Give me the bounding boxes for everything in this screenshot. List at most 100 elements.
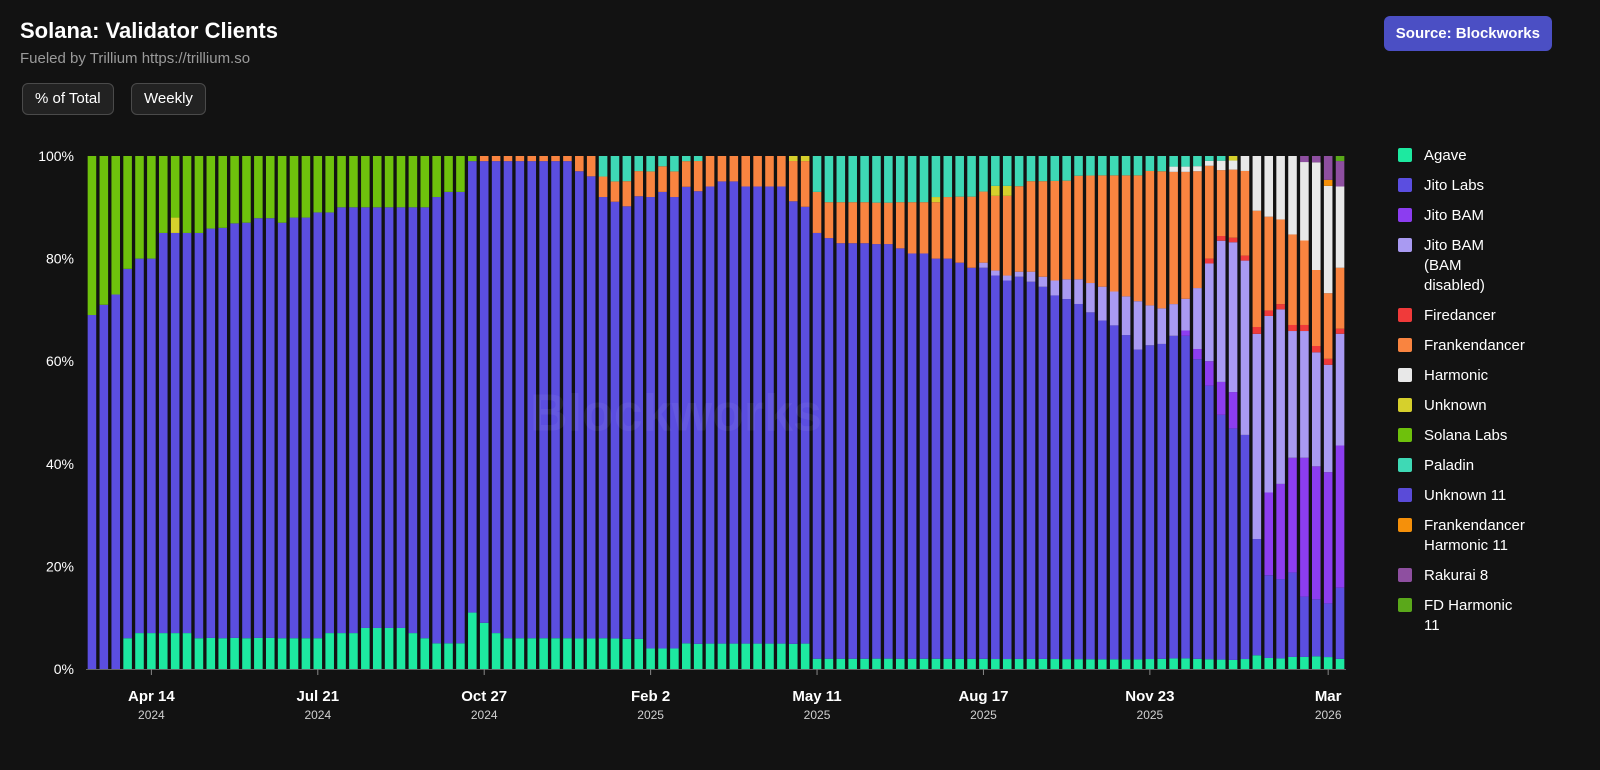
bar-segment[interactable] (1228, 392, 1238, 429)
bar-segment[interactable] (491, 156, 501, 162)
bar-segment[interactable] (289, 217, 299, 639)
bar-segment[interactable] (741, 186, 750, 644)
bar-segment[interactable] (1276, 483, 1285, 580)
bar-segment[interactable] (1335, 328, 1345, 334)
bar-segment[interactable] (1074, 156, 1083, 176)
bar-segment[interactable] (503, 638, 513, 669)
bar-segment[interactable] (1169, 658, 1178, 669)
bar-segment[interactable] (705, 186, 715, 644)
bar-segment[interactable] (1205, 659, 1214, 669)
bar-segment[interactable] (1169, 304, 1178, 336)
bar-segment[interactable] (1323, 358, 1333, 365)
bar-segment[interactable] (1133, 349, 1143, 660)
legend-item[interactable]: Jito Labs (1398, 176, 1598, 196)
bar-segment[interactable] (634, 638, 644, 669)
bar-segment[interactable] (1264, 657, 1274, 669)
bar-segment[interactable] (503, 161, 513, 639)
bar-segment[interactable] (1109, 291, 1119, 326)
legend-item[interactable]: Unknown (1398, 396, 1598, 416)
bar-segment[interactable] (396, 156, 406, 208)
bar-segment[interactable] (325, 212, 334, 634)
bar-segment[interactable] (313, 212, 323, 639)
bar-segment[interactable] (717, 156, 727, 182)
bar-segment[interactable] (1193, 166, 1202, 172)
bar-segment[interactable] (1098, 659, 1107, 669)
bar-segment[interactable] (634, 196, 644, 639)
bar-segment[interactable] (289, 638, 299, 669)
bar-segment[interactable] (872, 244, 881, 659)
bar-segment[interactable] (1264, 575, 1274, 658)
bar-segment[interactable] (967, 658, 976, 669)
bar-segment[interactable] (872, 156, 881, 203)
bar-segment[interactable] (456, 191, 465, 644)
bar-segment[interactable] (1145, 305, 1155, 346)
bar-segment[interactable] (991, 270, 1000, 276)
bar-segment[interactable] (622, 181, 632, 207)
bar-segment[interactable] (1098, 156, 1107, 176)
bar-segment[interactable] (491, 161, 501, 634)
bar-segment[interactable] (1014, 186, 1024, 272)
bar-segment[interactable] (432, 643, 441, 669)
bar-segment[interactable] (1145, 659, 1155, 669)
bar-segment[interactable] (265, 637, 275, 669)
bar-segment[interactable] (242, 222, 251, 639)
bar-segment[interactable] (1312, 352, 1321, 467)
bar-segment[interactable] (1216, 236, 1226, 241)
bar-segment[interactable] (1181, 330, 1190, 336)
bar-segment[interactable] (265, 156, 275, 219)
bar-segment[interactable] (147, 156, 156, 259)
bar-segment[interactable] (206, 156, 216, 229)
bar-segment[interactable] (230, 637, 239, 669)
bar-segment[interactable] (1157, 171, 1167, 309)
bar-segment[interactable] (277, 156, 287, 223)
bar-segment[interactable] (1216, 170, 1226, 237)
bar-segment[interactable] (527, 156, 537, 162)
bar-segment[interactable] (1288, 156, 1297, 235)
bar-segment[interactable] (1240, 260, 1250, 435)
bar-segment[interactable] (337, 207, 346, 634)
bar-segment[interactable] (1181, 156, 1190, 167)
bar-segment[interactable] (218, 638, 227, 669)
bar-segment[interactable] (1205, 385, 1214, 660)
bar-segment[interactable] (682, 643, 691, 669)
bar-segment[interactable] (1252, 210, 1262, 327)
bar-segment[interactable] (1181, 298, 1190, 331)
bar-segment[interactable] (848, 156, 857, 203)
bar-segment[interactable] (693, 191, 703, 644)
bar-segment[interactable] (610, 181, 620, 202)
legend-item[interactable]: Unknown 11 (1398, 486, 1598, 506)
bar-segment[interactable] (1335, 267, 1345, 329)
bar-segment[interactable] (349, 156, 358, 208)
bar-segment[interactable] (729, 643, 739, 669)
bar-segment[interactable] (836, 243, 846, 659)
bar-segment[interactable] (658, 648, 667, 669)
legend-item[interactable]: Firedancer (1398, 306, 1598, 326)
bar-segment[interactable] (384, 156, 394, 208)
bar-segment[interactable] (860, 243, 869, 659)
bar-segment[interactable] (551, 638, 560, 669)
bar-segment[interactable] (824, 156, 834, 203)
bar-segment[interactable] (717, 643, 727, 669)
bar-segment[interactable] (277, 222, 287, 639)
bar-segment[interactable] (1300, 656, 1309, 669)
legend-item[interactable]: Agave (1398, 146, 1598, 166)
bar-segment[interactable] (1276, 219, 1285, 305)
bar-segment[interactable] (1157, 658, 1167, 669)
bar-segment[interactable] (1276, 309, 1285, 484)
legend-item[interactable]: Solana Labs (1398, 426, 1598, 446)
bar-segment[interactable] (337, 156, 346, 208)
bar-segment[interactable] (1074, 279, 1083, 304)
bar-segment[interactable] (1205, 165, 1214, 259)
bar-segment[interactable] (800, 206, 810, 644)
bar-segment[interactable] (491, 633, 501, 669)
bar-segment[interactable] (1205, 156, 1214, 161)
bar-segment[interactable] (1157, 156, 1167, 172)
bar-segment[interactable] (682, 156, 691, 162)
bar-segment[interactable] (1133, 175, 1143, 302)
bar-segment[interactable] (1074, 175, 1083, 280)
bar-segment[interactable] (218, 156, 227, 228)
bar-segment[interactable] (931, 156, 941, 198)
bar-segment[interactable] (1109, 156, 1119, 176)
legend-item[interactable]: Frankendancer (1398, 336, 1598, 356)
bar-segment[interactable] (931, 258, 941, 659)
